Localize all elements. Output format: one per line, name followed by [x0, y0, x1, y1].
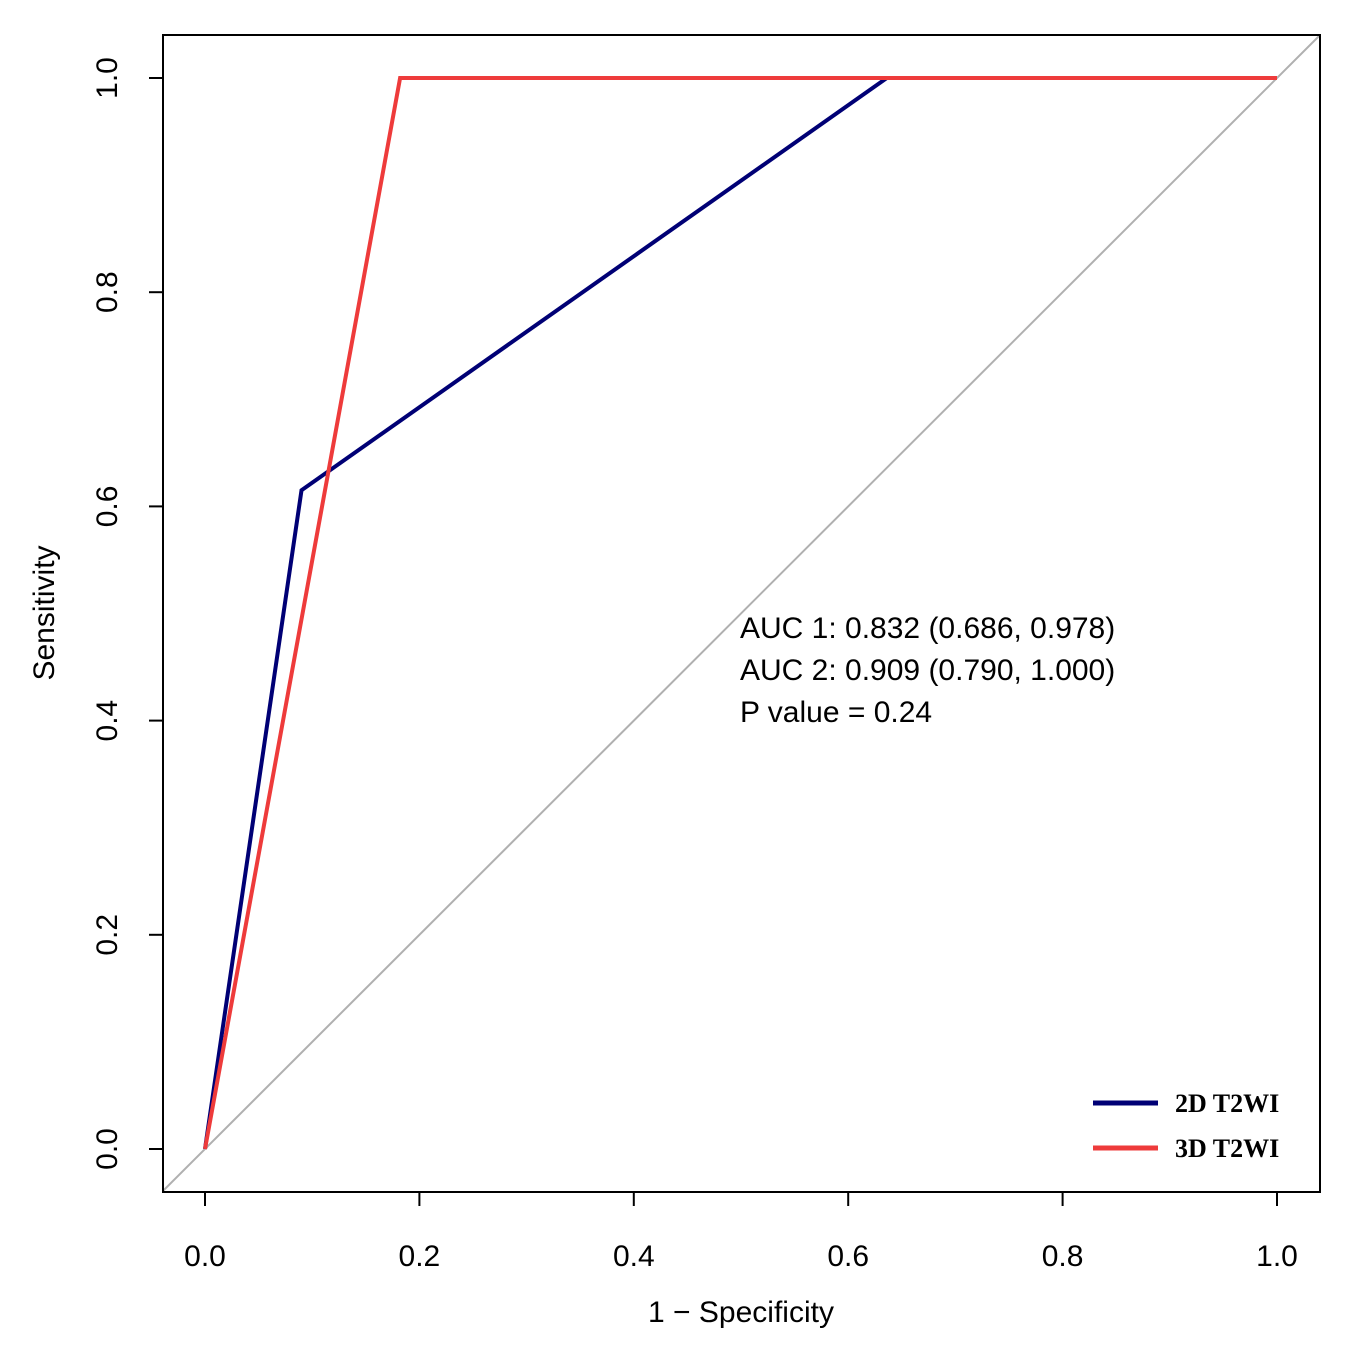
- auc-1-annotation: AUC 1: 0.832 (0.686, 0.978): [740, 612, 1115, 645]
- x-tick-label: 0.6: [827, 1240, 869, 1273]
- x-axis-title: 1 − Specificity: [648, 1296, 834, 1329]
- plot-frame: [162, 34, 1321, 1193]
- p-value-annotation: P value = 0.24: [740, 696, 932, 729]
- y-tick-label: 0.0: [91, 1128, 124, 1170]
- x-tick-label: 1.0: [1256, 1240, 1298, 1273]
- y-tick-label: 0.4: [91, 700, 124, 742]
- y-tick-label: 0.6: [91, 486, 124, 528]
- y-axis-title: Sensitivity: [28, 545, 61, 680]
- x-tick-label: 0.4: [613, 1240, 655, 1273]
- y-tick-label: 0.2: [91, 914, 124, 956]
- y-tick-label: 0.8: [91, 271, 124, 313]
- y-tick-label: 1.0: [91, 57, 124, 99]
- legend-label-2: 3D T2WI: [1175, 1134, 1279, 1163]
- auc-2-annotation: AUC 2: 0.909 (0.790, 1.000): [740, 654, 1115, 687]
- x-tick-label: 0.2: [399, 1240, 441, 1273]
- x-tick-label: 0.8: [1042, 1240, 1084, 1273]
- reference-diagonal-line: [163, 35, 1320, 1192]
- roc-curve-2: [203, 76, 1277, 1150]
- legend-label-1: 2D T2WI: [1175, 1089, 1279, 1118]
- x-tick-label: 0.0: [184, 1240, 226, 1273]
